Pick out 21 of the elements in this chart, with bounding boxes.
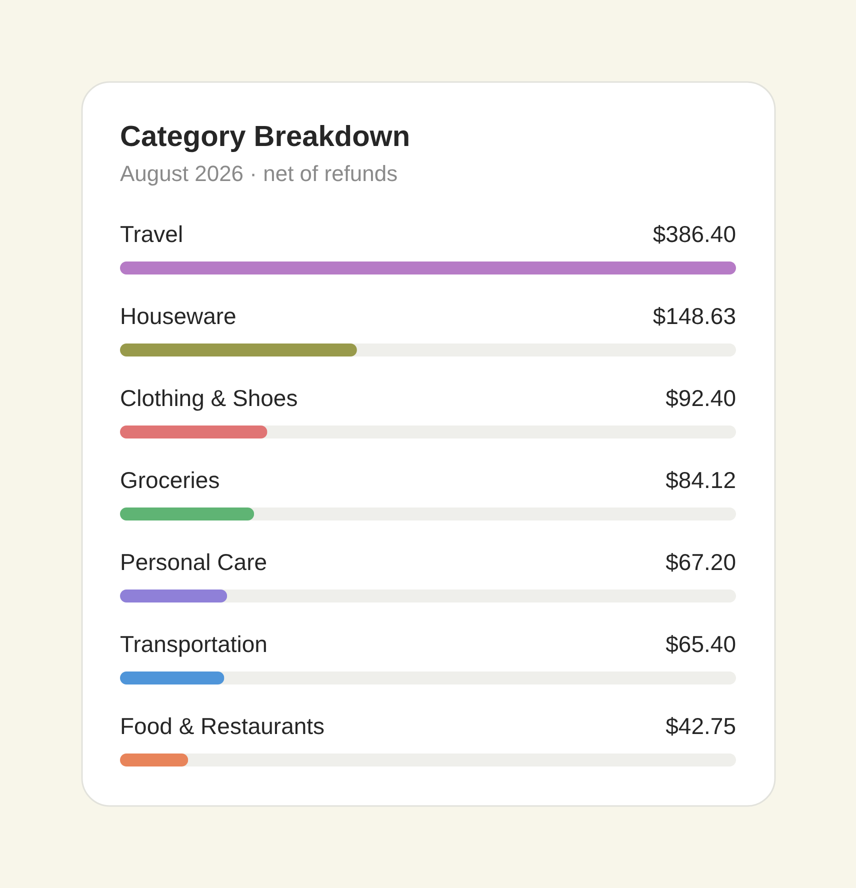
chart-subtitle: August 2026 · net of refunds xyxy=(120,161,398,186)
data-label: $148.63 xyxy=(652,303,736,329)
y-tick-label: Houseware xyxy=(120,303,236,329)
bar xyxy=(120,426,268,438)
data-label: $42.75 xyxy=(666,713,736,739)
data-label: $65.40 xyxy=(666,631,736,657)
chart-title: Category Breakdown xyxy=(120,121,410,153)
y-tick-label: Transportation xyxy=(120,631,268,657)
y-tick-label: Clothing & Shoes xyxy=(120,385,298,411)
y-tick-label: Personal Care xyxy=(120,549,268,575)
data-label: $67.20 xyxy=(666,549,736,575)
data-label: $84.12 xyxy=(666,467,736,493)
y-tick-label: Food & Restaurants xyxy=(120,713,325,739)
bar xyxy=(120,508,254,520)
y-tick-label: Groceries xyxy=(120,467,220,493)
y-tick-label: Travel xyxy=(120,221,184,247)
bar xyxy=(120,754,188,766)
data-label: $92.40 xyxy=(666,385,736,411)
bar xyxy=(120,672,224,684)
bar xyxy=(120,590,228,602)
data-label: $386.40 xyxy=(652,221,736,247)
